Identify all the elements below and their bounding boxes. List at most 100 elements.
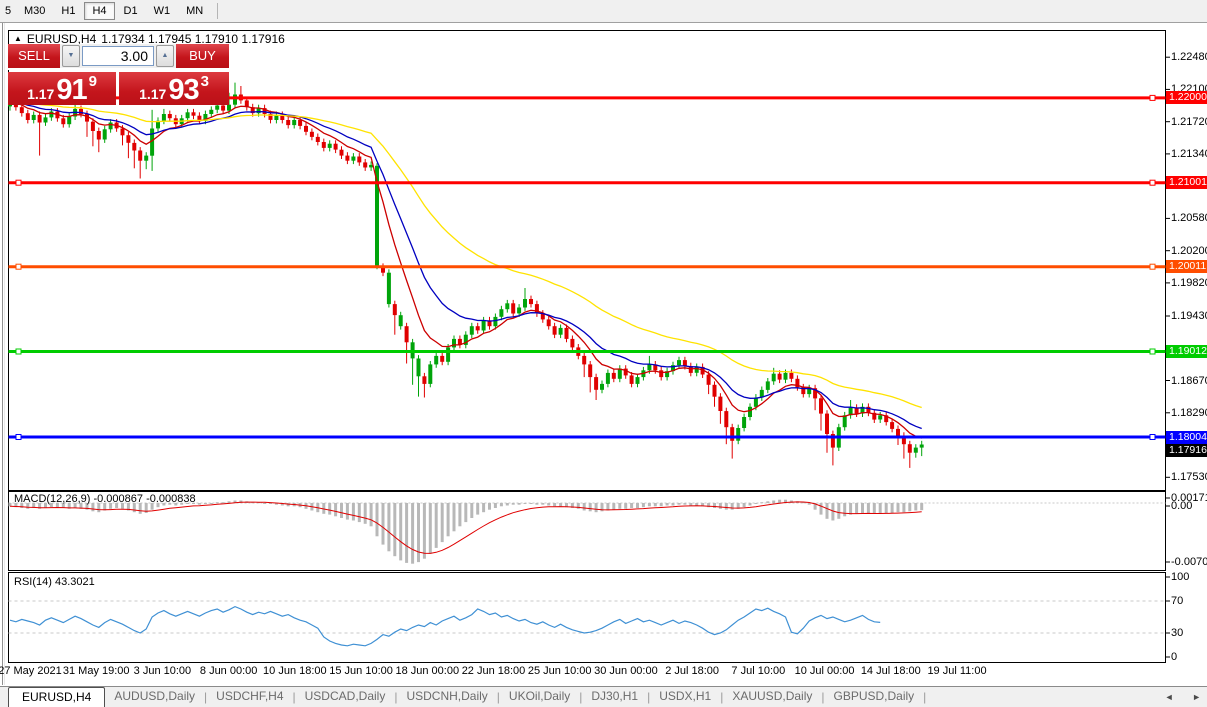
volume-decrease-button[interactable]: ▼	[62, 45, 80, 67]
macd-histogram-bar	[55, 503, 59, 508]
macd-histogram-bar	[280, 503, 284, 506]
candle-body	[292, 120, 297, 126]
candle-body	[813, 388, 818, 399]
date-axis-label: 27 May 2021	[0, 665, 62, 677]
timeframe-button-w1[interactable]: W1	[153, 5, 171, 17]
current-price-label: 1.17916	[1166, 444, 1207, 457]
candle-body	[499, 309, 504, 317]
buy-price-display[interactable]: 1.17 93 3	[119, 72, 229, 105]
macd-histogram-bar	[600, 503, 604, 512]
candle-body	[611, 372, 616, 379]
level-drag-handle	[1149, 263, 1156, 270]
level-drag-handle	[1149, 179, 1156, 186]
price-tick-label: 1.22480	[1171, 51, 1207, 64]
candle-body	[197, 115, 202, 121]
timeframe-button-m30[interactable]: M30	[24, 5, 46, 17]
price-tick-label: 1.20200	[1171, 244, 1207, 257]
timeframe-button-d1[interactable]: D1	[123, 5, 138, 17]
sell-price-display[interactable]: 1.17 91 9	[8, 72, 116, 105]
buy-price-big: 93	[168, 74, 199, 106]
date-axis-label: 7 Jul 10:00	[731, 665, 786, 677]
sell-button[interactable]: SELL	[8, 44, 60, 70]
candle-body	[150, 128, 155, 156]
date-axis-label: 10 Jun 18:00	[263, 665, 327, 677]
candle-body	[878, 415, 883, 420]
level-price-label: 1.20011	[1166, 260, 1207, 274]
timeframe-button-h4[interactable]: H4	[84, 2, 115, 20]
level-drag-handle	[1149, 434, 1156, 440]
macd-histogram-bar	[736, 503, 740, 509]
candle-body	[753, 397, 758, 407]
macd-histogram-bar	[458, 503, 462, 527]
macd-histogram-bar	[843, 503, 847, 517]
macd-histogram-bar	[144, 503, 148, 513]
chart-tab-audusd[interactable]: AUDUSD,Daily	[114, 689, 196, 703]
chart-tab-usdx[interactable]: USDX,H1	[659, 689, 712, 703]
macd-histogram-bar	[274, 503, 278, 505]
macd-histogram-bar	[849, 503, 853, 515]
timeframe-button-mn[interactable]: MN	[186, 5, 204, 17]
date-axis-label: 14 Jul 18:00	[860, 665, 921, 677]
macd-histogram-bar	[186, 503, 190, 504]
macd-histogram-bar	[452, 503, 456, 532]
macd-histogram-bar	[417, 503, 420, 563]
candle-body	[351, 156, 356, 161]
chart-tab-usdchf[interactable]: USDCHF,H4	[216, 689, 284, 703]
macd-histogram-bar	[665, 503, 669, 506]
timeframe-button-5[interactable]: 5	[4, 5, 12, 17]
rsi-pane-border	[8, 572, 1166, 663]
tab-scroll-right-button[interactable]: ►	[1192, 692, 1201, 702]
candle-body	[700, 366, 705, 375]
macd-histogram-bar	[239, 500, 243, 503]
chart-tab-dj30[interactable]: DJ30,H1	[591, 689, 639, 703]
buy-button[interactable]: BUY	[176, 44, 229, 70]
rsi-indicator-label: RSI(14) 43.3021	[14, 576, 95, 588]
macd-scale-min-label: -0.00709	[1171, 556, 1207, 568]
macd-histogram-bar	[482, 503, 486, 513]
chart-tab-xauusd[interactable]: XAUUSD,Daily	[732, 689, 813, 703]
candle-body	[765, 381, 770, 390]
tab-separator: |	[821, 690, 825, 704]
candle-body	[25, 113, 30, 120]
timeframe-button-h1[interactable]: H1	[61, 5, 76, 17]
collapse-triangle-icon[interactable]: ▲	[14, 34, 22, 43]
candle-body	[309, 131, 314, 137]
macd-histogram-bar	[535, 503, 539, 505]
candle-body	[209, 109, 214, 114]
candle-body	[90, 121, 95, 131]
chart-tab-gbpusd[interactable]: GBPUSD,Daily	[833, 689, 915, 703]
candle-body	[517, 307, 522, 314]
candle-body	[85, 114, 89, 122]
volume-increase-button[interactable]: ▲	[156, 45, 174, 67]
macd-histogram-bar	[505, 503, 509, 506]
macd-histogram-bar	[115, 503, 119, 508]
price-tick-label: 1.21340	[1171, 147, 1207, 160]
chart-tab-usdcnh[interactable]: USDCNH,Daily	[406, 689, 488, 703]
macd-histogram-bar	[908, 503, 912, 512]
candle-body	[505, 303, 510, 310]
chart-tab-eurusd[interactable]: EURUSD,H4	[8, 687, 106, 707]
volume-input[interactable]	[82, 46, 154, 66]
candle-body	[789, 372, 794, 379]
macd-histogram-bar	[488, 503, 491, 510]
macd-histogram-bar	[174, 503, 178, 506]
macd-histogram-bar	[855, 503, 859, 514]
candle-body	[381, 266, 385, 273]
date-axis-label: 22 Jun 18:00	[461, 665, 526, 677]
chart-tab-usdcad[interactable]: USDCAD,Daily	[304, 689, 386, 703]
macd-pane-border	[8, 491, 1166, 571]
candle-body	[375, 165, 379, 267]
chart-tab-ukoil[interactable]: UKOil,Daily	[508, 689, 571, 703]
macd-histogram-bar	[20, 503, 24, 508]
candle-body	[132, 142, 137, 151]
candle-body	[588, 364, 593, 378]
candle-body	[552, 326, 557, 335]
candle-body	[694, 366, 699, 373]
macd-histogram-bar	[8, 503, 12, 507]
candle-body	[96, 131, 101, 140]
tab-scroll-left-button[interactable]: ◄	[1164, 692, 1174, 702]
tab-separator: |	[923, 690, 927, 704]
macd-histogram-bar	[399, 503, 403, 561]
macd-histogram-bar	[91, 503, 95, 512]
